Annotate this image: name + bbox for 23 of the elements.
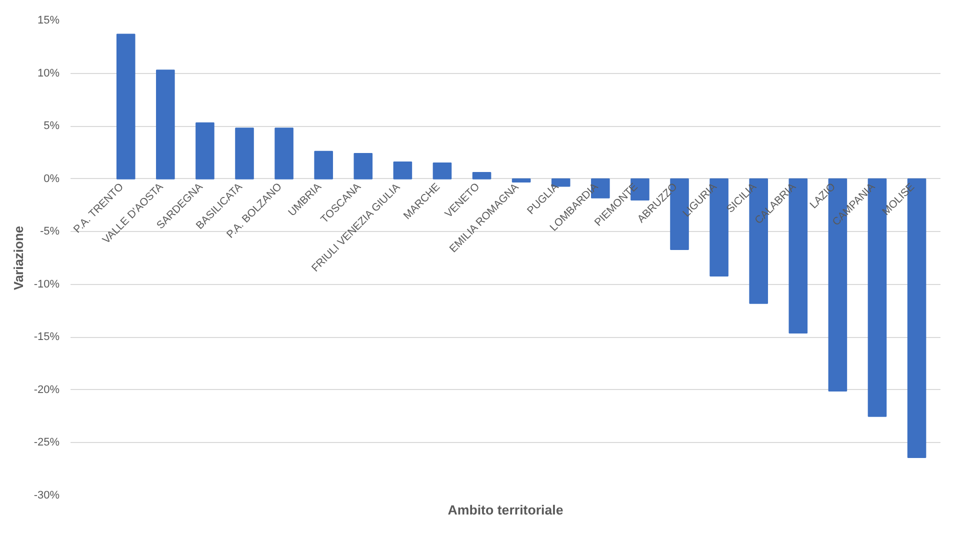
y-tick-label: -25% xyxy=(34,436,60,449)
bar xyxy=(472,172,492,180)
bar xyxy=(432,162,452,180)
y-tick-label: -5% xyxy=(40,226,60,238)
bar xyxy=(314,150,333,180)
y-tick-label: 0% xyxy=(44,172,60,185)
bar xyxy=(354,153,373,180)
y-tick-label: -30% xyxy=(34,490,60,502)
bar xyxy=(156,70,175,180)
y-tick-label: -15% xyxy=(34,331,60,344)
y-axis-title: Variazione xyxy=(10,226,26,290)
bar xyxy=(393,161,412,180)
bar xyxy=(116,34,136,180)
y-tick-label: 15% xyxy=(37,14,60,26)
y-tick-label: -10% xyxy=(34,278,60,290)
y-tick-label: -20% xyxy=(34,384,60,396)
y-tick-label: 10% xyxy=(37,67,60,80)
bar xyxy=(274,128,294,180)
bar xyxy=(235,128,254,180)
x-axis-title: Ambito territoriale xyxy=(448,502,564,518)
bar xyxy=(512,178,531,182)
y-tick-label: 5% xyxy=(44,120,60,132)
bar xyxy=(196,122,214,180)
